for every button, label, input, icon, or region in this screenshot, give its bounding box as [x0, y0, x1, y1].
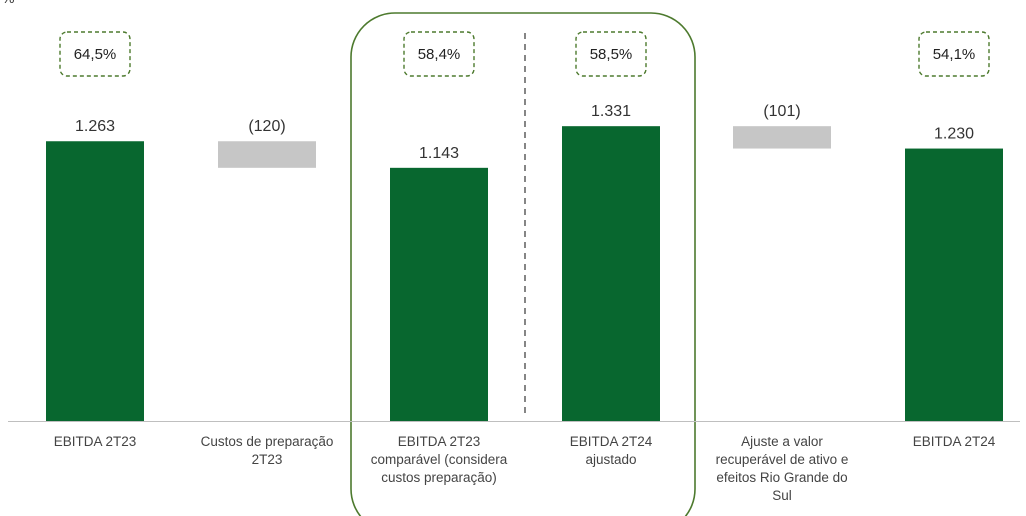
category-label: comparável (considera: [371, 452, 508, 467]
margin-box: [59, 31, 131, 77]
margin-label: 58,4%: [418, 46, 461, 63]
margin-label: 58,5%: [590, 46, 633, 63]
bar-total: [562, 126, 660, 421]
bar-value-label: (120): [248, 118, 285, 135]
margin-box: [918, 31, 990, 77]
bar-total: [390, 167, 488, 421]
category-label: EBITDA 2T24: [913, 434, 996, 449]
margin-box: [575, 31, 647, 77]
category-label: Ajuste a valor: [741, 434, 823, 449]
category-label: EBITDA 2T23: [54, 434, 137, 449]
category-label: ajustado: [585, 452, 636, 467]
bar-value-label: (101): [763, 103, 800, 120]
margin-box: [403, 31, 475, 77]
category-label: Custos de preparação: [201, 434, 334, 449]
category-label: efeitos Rio Grande do: [716, 470, 847, 485]
category-label: Sul: [772, 488, 792, 503]
category-label: recuperável de ativo e: [716, 452, 849, 467]
bar-total: [905, 148, 1003, 421]
bar-value-label: 1.230: [934, 126, 974, 143]
bar-delta: [733, 126, 831, 149]
category-label: custos preparação): [381, 470, 497, 485]
margin-label: 54,1%: [933, 46, 976, 63]
bar-value-label: 1.331: [591, 103, 631, 120]
bar-value-label: 1.263: [75, 118, 115, 135]
bar-delta: [218, 141, 316, 168]
bar-value-label: 1.143: [419, 145, 459, 162]
category-label: EBITDA 2T23: [398, 434, 481, 449]
category-label: EBITDA 2T24: [570, 434, 653, 449]
top-fragment-text: %: [2, 0, 14, 6]
bar-total: [46, 141, 144, 422]
highlight-frame: [350, 12, 696, 516]
margin-label: 64,5%: [74, 46, 117, 63]
category-label: 2T23: [252, 452, 283, 467]
